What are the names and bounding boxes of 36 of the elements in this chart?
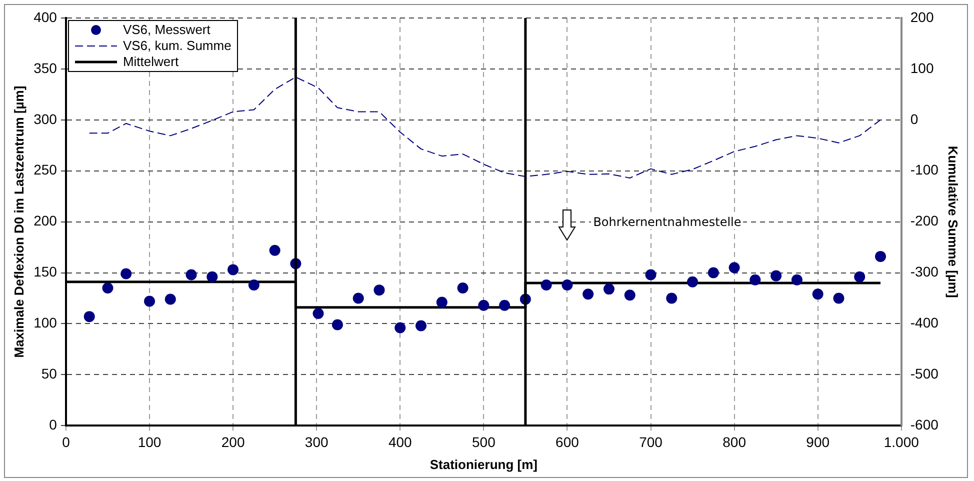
- x-tick-label: 600: [556, 434, 580, 450]
- y-tick-label: 100: [34, 314, 58, 331]
- x-tick-label: 200: [221, 434, 245, 450]
- y2-tick-label: -600: [910, 416, 939, 432]
- y-tick-label: 200: [34, 212, 58, 229]
- y2-tick-label: -300: [910, 264, 939, 280]
- x-tick-label: 300: [304, 434, 328, 450]
- y-tick-label: 50: [41, 366, 58, 382]
- y2-tick-label: -100: [910, 162, 939, 178]
- y2-tick-label: 100: [910, 60, 934, 76]
- legend-label: Mittelwert: [122, 54, 179, 70]
- y-tick-label: 250: [34, 162, 58, 178]
- y-tick-label: 350: [34, 60, 58, 76]
- x-tick-label: 800: [722, 434, 746, 450]
- y2-tick-label: 0: [910, 110, 918, 127]
- y2-tick-label: 200: [910, 8, 934, 25]
- legend-label: VS6, Messwert: [122, 22, 210, 38]
- y-axis-title: Maximale Deflexion D0 im Lastzentrum [µm]: [11, 86, 26, 358]
- y2-tick-label: -500: [910, 366, 939, 382]
- x-axis-title: Stationierung [m]: [430, 456, 538, 472]
- annotation: Bohrkernentnahmestelle: [591, 214, 744, 229]
- y-tick-label: 300: [34, 110, 58, 127]
- x-tick-label: 700: [639, 434, 663, 450]
- x-tick-label: 100: [138, 434, 162, 450]
- y-tick-label: 150: [34, 264, 58, 280]
- x-tick-label: 0: [62, 434, 70, 450]
- y2-tick-label: -200: [910, 212, 939, 229]
- legend-label: VS6, kum. Summe: [122, 38, 232, 54]
- x-tick-label: 900: [806, 434, 830, 450]
- y2-axis-title: Kumulative Summe [µm]: [946, 146, 961, 298]
- x-tick-label: 1.000: [884, 434, 920, 450]
- y2-tick-label: -400: [910, 314, 939, 331]
- y-tick-label: 400: [34, 8, 58, 25]
- y-tick-label: 0: [49, 416, 58, 432]
- x-tick-label: 400: [388, 434, 412, 450]
- x-tick-label: 500: [472, 434, 496, 450]
